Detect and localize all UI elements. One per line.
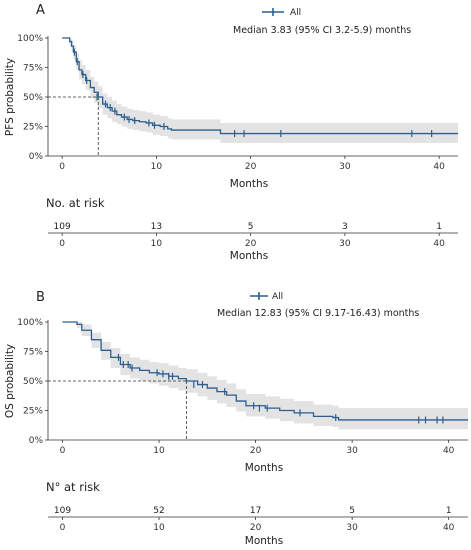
panel-a-letter: A [36, 3, 45, 18]
y-tick-label: 0% [29, 152, 44, 162]
y-tick-label: 50% [23, 93, 43, 103]
panel-b-legend-label: All [272, 292, 283, 302]
x-tick-label: 40 [443, 446, 455, 456]
x-tick-label: 30 [339, 162, 351, 172]
risk-count: 1 [436, 222, 442, 232]
y-tick-label: 100% [17, 318, 43, 328]
risk-count: 3 [342, 222, 348, 232]
risk-tick-label: 10 [151, 239, 163, 249]
panel-a-risk-x-axis-title: Months [230, 250, 268, 262]
risk-count: 109 [54, 222, 71, 232]
panel-b-risk-table-title: N° at risk [46, 480, 100, 494]
panel-b-median-annotation: Median 12.83 (95% CI 9.17-16.43) months [217, 308, 419, 319]
risk-count: 5 [248, 222, 254, 232]
risk-tick-label: 30 [346, 523, 358, 533]
risk-tick-label: 40 [433, 239, 445, 249]
y-tick-label: 25% [23, 123, 43, 133]
x-tick-label: 30 [346, 446, 358, 456]
panel-b-y-axis-title: OS probability [4, 344, 16, 418]
x-tick-label: 20 [245, 162, 257, 172]
panel-a-risk-table: 109 0 13 10 5 20 3 30 1 40 [48, 222, 458, 249]
y-tick-label: 75% [23, 348, 43, 358]
panel-a-risk-table-title: No. at risk [46, 196, 105, 210]
y-tick-label: 0% [29, 436, 44, 446]
panel-b-x-axis-title: Months [245, 462, 283, 474]
x-tick-label: 10 [153, 446, 165, 456]
panel-b-plot-area: 0% 25% 50% 75% 100% 0 10 20 30 40 [17, 318, 468, 456]
y-tick-label: 25% [23, 407, 43, 417]
panel-a-legend-label: All [290, 8, 301, 18]
risk-count: 13 [151, 222, 162, 232]
panel-a-x-axis-title: Months [230, 178, 268, 190]
x-tick-label: 0 [59, 162, 65, 172]
panel-b-legend: All [250, 292, 283, 302]
risk-count: 109 [54, 506, 71, 516]
risk-tick-label: 0 [60, 523, 66, 533]
risk-tick-label: 20 [250, 523, 262, 533]
risk-tick-label: 30 [339, 239, 351, 249]
panel-a-plot-area: 0% 25% 50% 75% 100% 0 10 20 30 40 [17, 34, 458, 172]
panel-b: B All Median 12.83 (95% CI 9.17-16.43) m… [4, 290, 468, 547]
y-tick-label: 75% [23, 64, 43, 74]
risk-count: 52 [153, 506, 164, 516]
confidence-band [62, 38, 458, 144]
panel-a-y-axis-title: PFS probability [4, 58, 16, 136]
panel-b-risk-table: 109 0 52 10 17 20 5 30 1 40 [48, 506, 468, 533]
x-tick-label: 0 [60, 446, 66, 456]
risk-count: 17 [250, 506, 261, 516]
x-tick-label: 20 [250, 446, 262, 456]
panel-a-median-annotation: Median 3.83 (95% CI 3.2-5.9) months [233, 25, 411, 36]
panel-a-legend: All [262, 8, 301, 18]
panel-b-risk-x-axis-title: Months [245, 535, 283, 547]
y-tick-label: 100% [17, 34, 43, 44]
survival-curve [62, 37, 458, 135]
risk-tick-label: 0 [59, 239, 65, 249]
risk-tick-label: 10 [153, 523, 165, 533]
confidence-band [62, 322, 468, 430]
x-tick-label: 40 [433, 162, 445, 172]
y-tick-label: 50% [23, 377, 43, 387]
risk-count: 5 [349, 506, 355, 516]
risk-count: 1 [446, 506, 452, 516]
risk-tick-label: 20 [245, 239, 257, 249]
panel-a: A All Median 3.83 (95% CI 3.2-5.9) month… [4, 3, 458, 262]
risk-tick-label: 40 [443, 523, 455, 533]
panel-b-letter: B [36, 290, 45, 305]
survival-curve [62, 321, 468, 421]
x-tick-label: 10 [151, 162, 163, 172]
